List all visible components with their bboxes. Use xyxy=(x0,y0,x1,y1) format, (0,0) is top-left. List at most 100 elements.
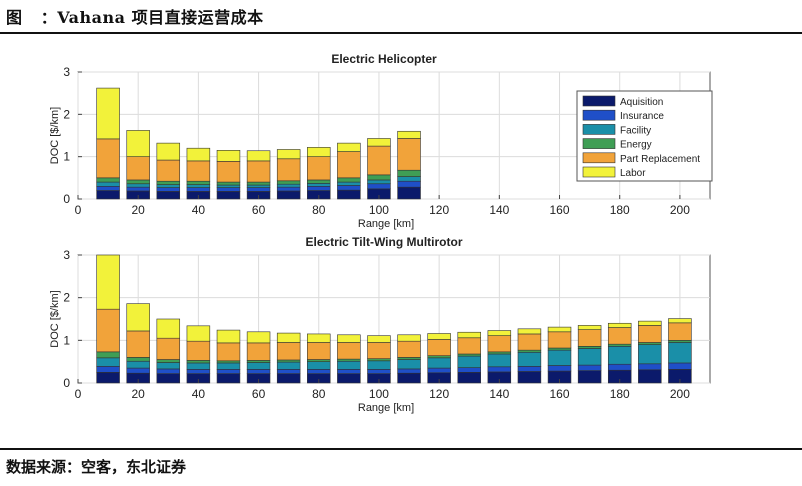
bar-segment-aquisition xyxy=(397,186,421,200)
bar-segment-facility xyxy=(246,184,271,188)
bar-segment-part-replacement xyxy=(126,330,150,358)
bar-segment-labor xyxy=(367,335,391,343)
bar-segment-insurance xyxy=(307,369,331,374)
chart-title: Electric Helicopter xyxy=(331,52,437,66)
bar-segment-insurance xyxy=(547,365,572,372)
bar-segment-labor xyxy=(246,150,271,162)
bar-segment-facility xyxy=(668,342,692,364)
bar-segment-labor xyxy=(276,332,301,343)
bar-segment-insurance xyxy=(276,186,301,192)
bar-segment-energy xyxy=(276,359,301,363)
bar-segment-facility xyxy=(126,360,150,369)
bar-segment-energy xyxy=(216,181,241,186)
bar-segment-part-replacement xyxy=(397,138,421,171)
bar-segment-energy xyxy=(186,180,211,185)
x-tick-label: 80 xyxy=(312,387,326,401)
x-tick-label: 80 xyxy=(312,203,326,217)
bar-segment-facility xyxy=(367,360,391,370)
plot-frame xyxy=(77,254,711,384)
bar-segment-energy xyxy=(607,343,632,347)
bar-segment-facility xyxy=(397,176,421,182)
bar-segment-energy xyxy=(307,179,331,184)
bar-segment-facility xyxy=(156,184,181,188)
bottom-rule xyxy=(0,448,802,450)
bar-segment-part-replacement xyxy=(638,325,662,343)
bar-segment-labor xyxy=(577,325,602,330)
x-tick-label: 40 xyxy=(192,203,206,217)
bar-segment-labor xyxy=(246,331,271,344)
bar-segment-part-replacement xyxy=(186,340,211,361)
x-tick-label: 20 xyxy=(132,203,146,217)
legend-label: Energy xyxy=(620,140,652,151)
legend-label: Labor xyxy=(620,168,646,179)
bar-segment-insurance xyxy=(397,180,421,188)
bar-segment-insurance xyxy=(186,187,211,192)
bar-segment-part-replacement xyxy=(156,337,181,360)
bar-segment-energy xyxy=(547,347,572,351)
x-tick-label: 60 xyxy=(252,387,266,401)
bar-segment-aquisition xyxy=(638,369,662,384)
bar-segment-labor xyxy=(156,142,181,161)
bar-segment-aquisition xyxy=(337,373,361,384)
legend-label: Part Replacement xyxy=(620,154,700,165)
bar-segment-part-replacement xyxy=(607,327,632,345)
bar-segment-facility xyxy=(547,349,572,366)
bar-segment-labor xyxy=(276,149,301,160)
y-tick-label: 0 xyxy=(63,376,70,390)
bar-segment-energy xyxy=(487,351,512,355)
bar-segment-insurance xyxy=(276,369,301,374)
bar-segment-energy xyxy=(517,349,542,353)
top-rule xyxy=(0,32,802,34)
bar-segment-facility xyxy=(186,362,211,370)
bar-segment-aquisition xyxy=(276,373,301,384)
bar-segment-aquisition xyxy=(517,371,542,384)
bar-segment-aquisition xyxy=(457,372,481,384)
y-tick-label: 2 xyxy=(63,107,70,121)
bar-segment-labor xyxy=(607,322,632,328)
x-tick-label: 60 xyxy=(252,203,266,217)
bar-segment-insurance xyxy=(156,187,181,192)
bar-segment-part-replacement xyxy=(96,138,120,179)
bar-segment-insurance xyxy=(216,187,241,192)
bar-segment-energy xyxy=(126,357,150,362)
bar-segment-aquisition xyxy=(216,191,241,200)
bar-segment-facility xyxy=(307,183,331,187)
bar-segment-labor xyxy=(307,147,331,157)
bar-segment-insurance xyxy=(457,367,481,373)
bar-segment-insurance xyxy=(186,369,211,374)
x-axis-label: Range [km] xyxy=(358,402,414,414)
bar-segment-insurance xyxy=(367,369,391,374)
bar-segment-insurance xyxy=(487,366,512,373)
x-tick-label: 160 xyxy=(550,203,570,217)
bar-segment-aquisition xyxy=(156,191,181,200)
bar-segment-energy xyxy=(246,181,271,186)
bar-segment-labor xyxy=(307,333,331,343)
x-tick-label: 0 xyxy=(75,203,82,217)
bar-segment-labor xyxy=(517,328,542,335)
x-tick-label: 200 xyxy=(670,387,690,401)
bar-segment-aquisition xyxy=(337,189,361,200)
x-tick-label: 180 xyxy=(610,203,630,217)
x-tick-label: 100 xyxy=(369,387,389,401)
bar-segment-insurance xyxy=(126,367,150,374)
bar-segment-facility xyxy=(638,344,662,365)
x-tick-label: 100 xyxy=(369,203,389,217)
x-tick-label: 140 xyxy=(489,203,509,217)
bar-segment-facility xyxy=(216,184,241,188)
bar-segment-energy xyxy=(186,360,211,364)
x-tick-label: 160 xyxy=(550,387,570,401)
bar-segment-labor xyxy=(186,325,211,342)
bar-segment-energy xyxy=(668,340,692,343)
bar-segment-facility xyxy=(126,183,150,188)
bar-segment-part-replacement xyxy=(367,145,391,176)
bar-segment-facility xyxy=(397,359,421,370)
bar-segment-part-replacement xyxy=(427,339,451,356)
bar-segment-energy xyxy=(276,180,301,185)
bar-segment-insurance xyxy=(126,186,150,192)
bar-segment-labor xyxy=(367,138,391,147)
bar-segment-labor xyxy=(668,318,692,324)
bar-segment-facility xyxy=(186,184,211,188)
bar-segment-aquisition xyxy=(96,372,120,384)
bar-segment-part-replacement xyxy=(276,342,301,361)
